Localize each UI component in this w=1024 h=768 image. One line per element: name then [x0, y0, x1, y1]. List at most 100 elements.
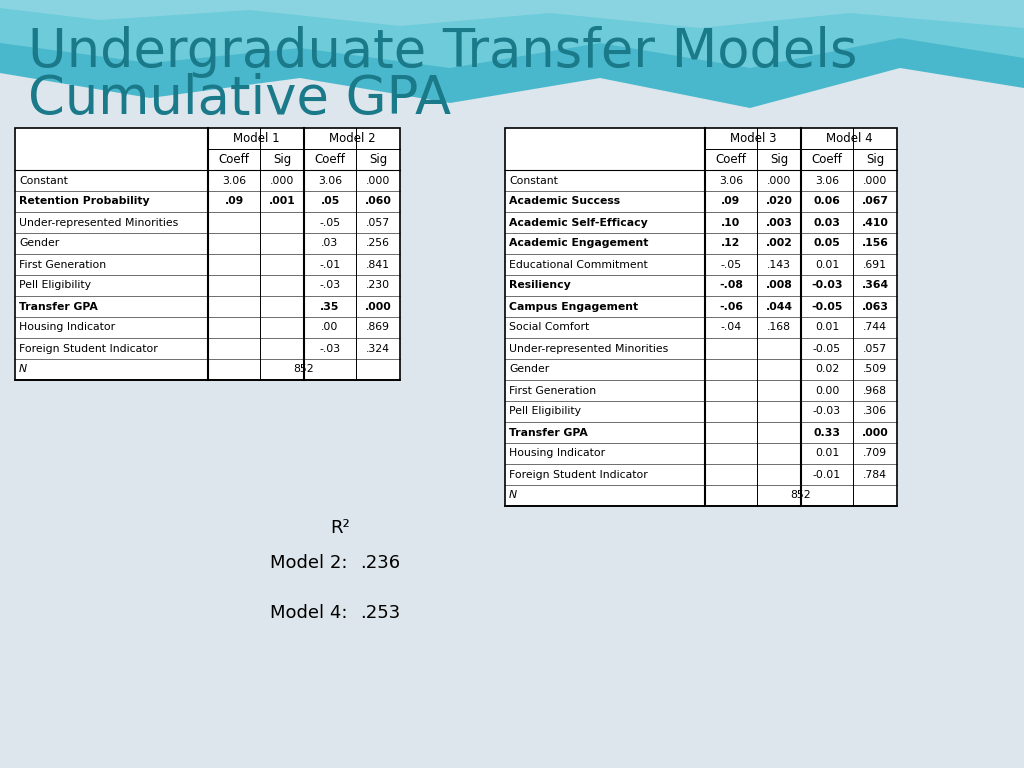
Text: Constant: Constant	[509, 176, 558, 186]
Text: Transfer GPA: Transfer GPA	[19, 302, 97, 312]
Text: Housing Indicator: Housing Indicator	[19, 323, 115, 333]
Text: Foreign Student Indicator: Foreign Student Indicator	[19, 343, 158, 353]
Text: 0.03: 0.03	[813, 217, 841, 227]
Text: 0.06: 0.06	[813, 197, 841, 207]
Text: Model 2: Model 2	[329, 132, 376, 145]
Text: Model 1: Model 1	[232, 132, 280, 145]
Text: .968: .968	[863, 386, 887, 396]
Text: -0.03: -0.03	[811, 280, 843, 290]
Text: Sig: Sig	[272, 153, 291, 166]
Text: .067: .067	[861, 197, 889, 207]
Bar	[15, 128, 400, 380]
Text: .709: .709	[863, 449, 887, 458]
Text: Coeff: Coeff	[716, 153, 746, 166]
Text: .00: .00	[322, 323, 339, 333]
Text: -.05: -.05	[721, 260, 741, 270]
Text: .057: .057	[863, 343, 887, 353]
Text: .09: .09	[224, 197, 244, 207]
Text: .509: .509	[863, 365, 887, 375]
Text: 0.02: 0.02	[815, 365, 839, 375]
Text: .000: .000	[863, 176, 887, 186]
Text: 0.01: 0.01	[815, 449, 839, 458]
Text: Academic Success: Academic Success	[509, 197, 621, 207]
Text: 3.06: 3.06	[317, 176, 342, 186]
Text: .784: .784	[863, 469, 887, 479]
Text: .306: .306	[863, 406, 887, 416]
Text: Under-represented Minorities: Under-represented Minorities	[19, 217, 178, 227]
Text: .156: .156	[861, 239, 889, 249]
Text: .841: .841	[366, 260, 390, 270]
Text: .002: .002	[766, 239, 793, 249]
Text: Model 4: Model 4	[825, 132, 872, 145]
Text: Sig: Sig	[369, 153, 387, 166]
Text: -.03: -.03	[319, 280, 341, 290]
Text: 0.00: 0.00	[815, 386, 840, 396]
Text: 3.06: 3.06	[815, 176, 839, 186]
Text: Coeff: Coeff	[218, 153, 250, 166]
Text: 3.06: 3.06	[719, 176, 743, 186]
Text: -0.03: -0.03	[813, 406, 841, 416]
Text: .168: .168	[767, 323, 791, 333]
Text: Academic Engagement: Academic Engagement	[509, 239, 648, 249]
Text: .060: .060	[365, 197, 391, 207]
Text: Academic Self-Efficacy: Academic Self-Efficacy	[509, 217, 648, 227]
Text: Model 2:: Model 2:	[270, 554, 347, 572]
Text: .869: .869	[366, 323, 390, 333]
Text: First Generation: First Generation	[509, 386, 596, 396]
Text: .230: .230	[366, 280, 390, 290]
Text: 0.01: 0.01	[815, 260, 839, 270]
Text: .09: .09	[721, 197, 740, 207]
Text: .10: .10	[721, 217, 740, 227]
Text: -.03: -.03	[319, 343, 341, 353]
Text: .236: .236	[360, 554, 400, 572]
Text: Retention Probability: Retention Probability	[19, 197, 150, 207]
Text: Pell Eligibility: Pell Eligibility	[19, 280, 91, 290]
Text: 852: 852	[791, 491, 811, 501]
Text: Foreign Student Indicator: Foreign Student Indicator	[509, 469, 648, 479]
Bar	[505, 128, 897, 506]
Text: Model 4:: Model 4:	[270, 604, 347, 622]
Text: -0.05: -0.05	[813, 343, 841, 353]
Text: .35: .35	[321, 302, 340, 312]
Text: -.01: -.01	[319, 260, 341, 270]
Text: Model 3: Model 3	[730, 132, 776, 145]
Text: -.04: -.04	[721, 323, 741, 333]
Text: .044: .044	[766, 302, 793, 312]
Text: 0.05: 0.05	[814, 239, 841, 249]
Text: .020: .020	[766, 197, 793, 207]
Text: .12: .12	[721, 239, 740, 249]
Text: -0.01: -0.01	[813, 469, 841, 479]
Text: .364: .364	[861, 280, 889, 290]
Text: Transfer GPA: Transfer GPA	[509, 428, 588, 438]
Text: R²: R²	[330, 519, 350, 537]
Text: .000: .000	[861, 428, 889, 438]
Text: Pell Eligibility: Pell Eligibility	[509, 406, 581, 416]
Text: .057: .057	[366, 217, 390, 227]
Text: .143: .143	[767, 260, 791, 270]
Text: -.08: -.08	[719, 280, 743, 290]
Text: Coeff: Coeff	[314, 153, 345, 166]
Text: Gender: Gender	[19, 239, 59, 249]
Text: Constant: Constant	[19, 176, 68, 186]
Text: .691: .691	[863, 260, 887, 270]
Text: Sig: Sig	[866, 153, 884, 166]
Text: .03: .03	[322, 239, 339, 249]
Text: Social Comfort: Social Comfort	[509, 323, 589, 333]
Text: .000: .000	[366, 176, 390, 186]
Text: .003: .003	[766, 217, 793, 227]
Text: Coeff: Coeff	[812, 153, 843, 166]
Text: Campus Engagement: Campus Engagement	[509, 302, 638, 312]
Text: .063: .063	[861, 302, 889, 312]
Text: Housing Indicator: Housing Indicator	[509, 449, 605, 458]
Text: .008: .008	[766, 280, 793, 290]
Text: Cumulative GPA: Cumulative GPA	[28, 73, 452, 125]
Text: .05: .05	[321, 197, 340, 207]
Text: .410: .410	[861, 217, 889, 227]
Text: 0.01: 0.01	[815, 323, 839, 333]
Text: .000: .000	[767, 176, 792, 186]
Text: Sig: Sig	[770, 153, 788, 166]
Text: N: N	[19, 365, 27, 375]
Text: .324: .324	[366, 343, 390, 353]
Text: Under-represented Minorities: Under-represented Minorities	[509, 343, 669, 353]
Text: Undergraduate Transfer Models: Undergraduate Transfer Models	[28, 26, 857, 78]
